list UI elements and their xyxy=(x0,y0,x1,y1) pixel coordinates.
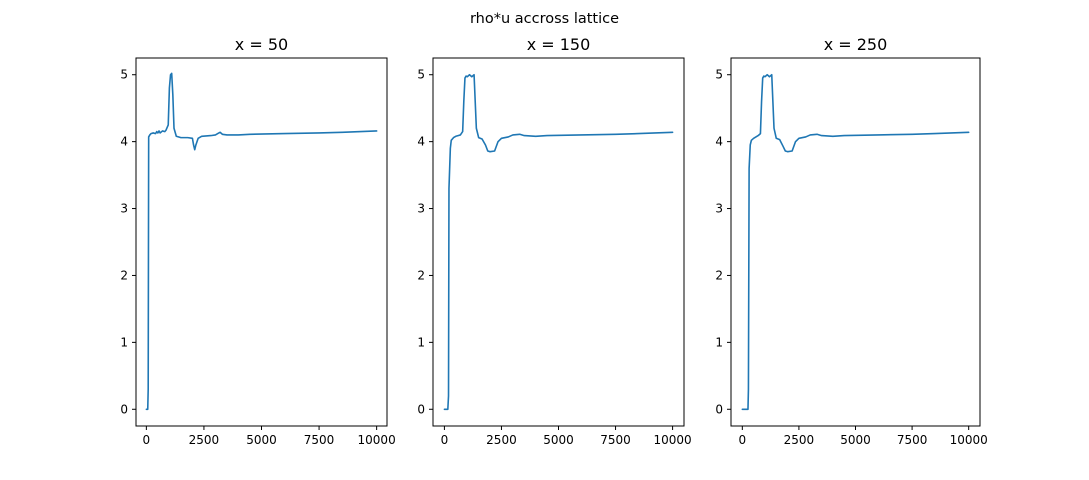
x-tick-label: 0 xyxy=(441,433,449,447)
y-tick-label: 4 xyxy=(715,135,723,149)
y-tick-label: 5 xyxy=(417,68,425,82)
x-tick-label: 5000 xyxy=(543,433,574,447)
y-tick-label: 2 xyxy=(417,268,425,282)
x-tick-label: 2500 xyxy=(486,433,517,447)
y-tick-label: 3 xyxy=(120,202,128,216)
x-tick-label: 10000 xyxy=(950,433,988,447)
y-tick-label: 1 xyxy=(417,335,425,349)
subplot-title: x = 50 xyxy=(235,35,288,54)
y-tick-label: 5 xyxy=(120,68,128,82)
x-tick-label: 7500 xyxy=(304,433,335,447)
x-tick-label: 0 xyxy=(738,433,746,447)
x-tick-label: 2500 xyxy=(189,433,220,447)
y-tick-label: 5 xyxy=(715,68,723,82)
x-tick-label: 10000 xyxy=(358,433,396,447)
x-tick-label: 7500 xyxy=(600,433,631,447)
figure-suptitle: rho*u accross lattice xyxy=(470,11,619,27)
subplot-title: x = 150 xyxy=(527,35,591,54)
y-tick-label: 0 xyxy=(120,402,128,416)
y-tick-label: 1 xyxy=(120,335,128,349)
y-tick-label: 0 xyxy=(417,402,425,416)
x-tick-label: 7500 xyxy=(897,433,928,447)
subplot-1: x = 50 0 2500 5000 7500 10000 0 1 2 3 4 5 xyxy=(120,35,395,447)
x-tick-label: 10000 xyxy=(653,433,691,447)
x-tick-label: 2500 xyxy=(784,433,815,447)
y-tick-label: 2 xyxy=(120,268,128,282)
y-tick-label: 1 xyxy=(715,335,723,349)
y-tick-label: 0 xyxy=(715,402,723,416)
x-tick-label: 0 xyxy=(143,433,151,447)
y-tick-label: 3 xyxy=(417,202,425,216)
subplot-title: x = 250 xyxy=(824,35,888,54)
x-tick-label: 5000 xyxy=(840,433,871,447)
subplot-3: x = 250 0 2500 5000 7500 10000 0 1 2 3 4 5 xyxy=(715,35,987,447)
y-tick-label: 2 xyxy=(715,268,723,282)
x-tick-label: 5000 xyxy=(246,433,277,447)
y-tick-label: 4 xyxy=(120,135,128,149)
series-line xyxy=(741,73,970,411)
subplot-2: x = 150 0 2500 5000 7500 10000 0 1 2 3 4 5 xyxy=(417,35,691,447)
series-line xyxy=(145,72,378,411)
y-tick-label: 4 xyxy=(417,135,425,149)
series-line xyxy=(443,73,674,411)
y-tick-label: 3 xyxy=(715,202,723,216)
